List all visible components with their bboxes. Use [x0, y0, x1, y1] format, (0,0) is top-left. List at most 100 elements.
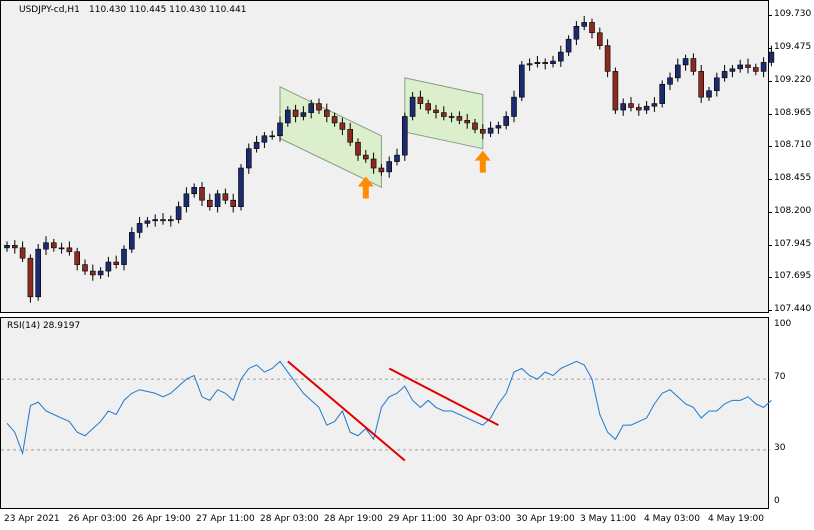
time-tick-label: 26 Apr 19:00	[132, 514, 191, 524]
candle-body	[713, 77, 720, 92]
price-tick-mark	[769, 15, 772, 16]
candle-body	[12, 245, 18, 249]
candle-body	[433, 109, 439, 113]
rsi-tick-label: 30	[774, 442, 786, 453]
candle-body	[628, 103, 634, 108]
candle-body	[760, 62, 767, 72]
candle-body	[269, 135, 276, 138]
candle-body	[534, 62, 541, 64]
rsi-tick-label: 0	[774, 496, 780, 506]
candle-body	[612, 71, 619, 111]
candle-body	[752, 67, 759, 72]
candle-body	[737, 64, 744, 70]
candle-body	[729, 68, 736, 72]
candle-body	[105, 261, 112, 272]
candle-body	[401, 116, 408, 156]
candle-body	[589, 22, 595, 34]
candle-body	[199, 187, 205, 201]
candle-body	[596, 32, 603, 46]
candle-body	[284, 109, 291, 124]
divergence-line-1	[287, 360, 406, 462]
candle-body	[362, 154, 369, 160]
price-chart-canvas[interactable]	[1, 1, 775, 314]
candle-body	[58, 247, 65, 250]
time-tick-label: 27 Apr 11:00	[196, 514, 255, 524]
candle-body	[706, 90, 712, 98]
candle-body	[620, 103, 627, 111]
price-tick-mark	[769, 47, 772, 49]
rsi-label: RSI(14) 28.9197	[7, 321, 81, 331]
candle-body	[43, 242, 49, 250]
price-tick-mark	[769, 310, 772, 311]
price-tick-mark	[769, 113, 772, 115]
candle-body	[456, 116, 463, 121]
rsi-pane[interactable]: RSI(14) 28.9197	[0, 317, 772, 510]
candle-body	[472, 122, 478, 130]
candle-body	[745, 64, 751, 68]
candle-body	[565, 38, 572, 53]
candle-body	[19, 247, 26, 259]
candle-body	[27, 257, 34, 298]
candle-body	[4, 245, 10, 249]
rsi-line	[6, 360, 772, 456]
buy-arrow-icon-1-shape	[357, 176, 374, 199]
candle-body	[97, 270, 104, 276]
candle-body	[495, 125, 502, 129]
price-tick-mark	[769, 80, 772, 82]
candle-body	[651, 103, 658, 107]
candle-body	[698, 71, 705, 98]
candle-body	[129, 232, 135, 250]
candle-body	[347, 129, 354, 143]
candle-body	[557, 51, 564, 62]
ohlc-label: 110.430 110.445 110.430 110.441	[89, 5, 247, 15]
price-tick-label: 107.695	[774, 271, 812, 282]
candle-body	[222, 193, 229, 201]
candle-body	[378, 167, 385, 173]
candle-body	[183, 193, 190, 207]
candle-body	[682, 58, 689, 66]
price-axis: 109.730 109.475 109.220 108.965 108.710 108.4…	[769, 0, 814, 314]
candle-body	[74, 251, 80, 265]
candle-body	[50, 242, 57, 249]
candle-body	[35, 248, 42, 298]
time-tick-label: 23 Apr 2021	[4, 514, 60, 524]
time-tick-label: 28 Apr 19:00	[324, 514, 383, 524]
time-tick-label: 28 Apr 03:00	[260, 514, 319, 524]
candle-body	[550, 60, 556, 64]
candle-body	[246, 148, 252, 169]
candle-body	[300, 112, 307, 117]
price-tick-mark	[769, 244, 772, 246]
price-tick-label: 108.965	[774, 107, 812, 118]
time-tick-label: 3 May 11:00	[580, 514, 636, 524]
candle-body	[175, 206, 182, 220]
candle-body	[667, 77, 673, 85]
candle-body	[386, 161, 393, 173]
candle-body	[511, 96, 517, 117]
descending-channel-1	[279, 86, 382, 189]
price-tick-mark	[769, 212, 772, 214]
candle-body	[316, 103, 322, 111]
time-tick-label: 30 Apr 19:00	[516, 514, 575, 524]
candle-body	[66, 247, 73, 253]
candle-body	[355, 141, 361, 156]
candle-body	[331, 116, 338, 124]
candle-body	[604, 45, 611, 72]
candle-body	[690, 58, 697, 72]
time-tick-label: 29 Apr 11:00	[388, 514, 447, 524]
price-chart-pane[interactable]: USDJPY-cd,H1 110.430 110.445 110.430 110…	[0, 0, 775, 314]
candle-body	[121, 248, 127, 265]
candle-body	[518, 64, 525, 98]
price-tick-label: 108.710	[774, 140, 812, 151]
symbol-label: USDJPY-cd,H1	[19, 5, 80, 15]
candle-body	[113, 261, 119, 265]
candle-body	[542, 62, 549, 64]
candle-body	[253, 141, 260, 149]
rsi-canvas[interactable]	[1, 318, 772, 510]
candle-body	[479, 129, 486, 134]
buy-arrow-icon-2	[474, 150, 491, 173]
rsi-axis: 100 70 30 0	[769, 317, 814, 509]
price-tick-label: 108.200	[774, 206, 812, 217]
buy-arrow-icon-2-shape	[474, 150, 491, 173]
candle-body	[323, 109, 330, 117]
candle-body	[487, 127, 494, 134]
